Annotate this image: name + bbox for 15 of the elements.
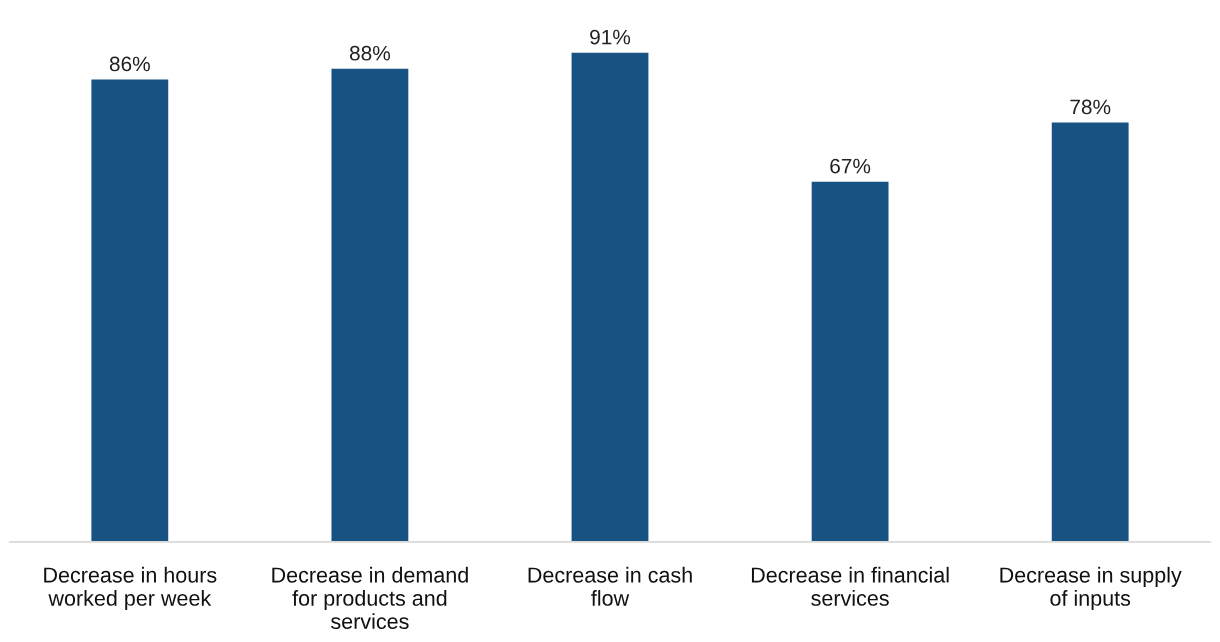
bar	[91, 79, 169, 542]
x-tick-label: Decrease in hours worked per week	[44, 566, 217, 611]
x-tick-label: Decrease in demand for products and services	[272, 566, 468, 630]
data-label: 67%	[830, 158, 871, 174]
bar	[811, 181, 889, 542]
data-label: 91%	[590, 29, 631, 45]
data-label: 86%	[109, 56, 150, 72]
bar	[1051, 122, 1129, 542]
x-tick-label: Decrease in supply of inputs	[1000, 566, 1182, 611]
data-label: 88%	[349, 45, 391, 61]
x-tick-label: Decrease in cash flow	[528, 566, 692, 606]
data-label: 78%	[1070, 99, 1111, 115]
bar	[571, 52, 649, 542]
x-tick-label: Decrease in financial services	[751, 566, 949, 606]
bar	[331, 68, 409, 542]
